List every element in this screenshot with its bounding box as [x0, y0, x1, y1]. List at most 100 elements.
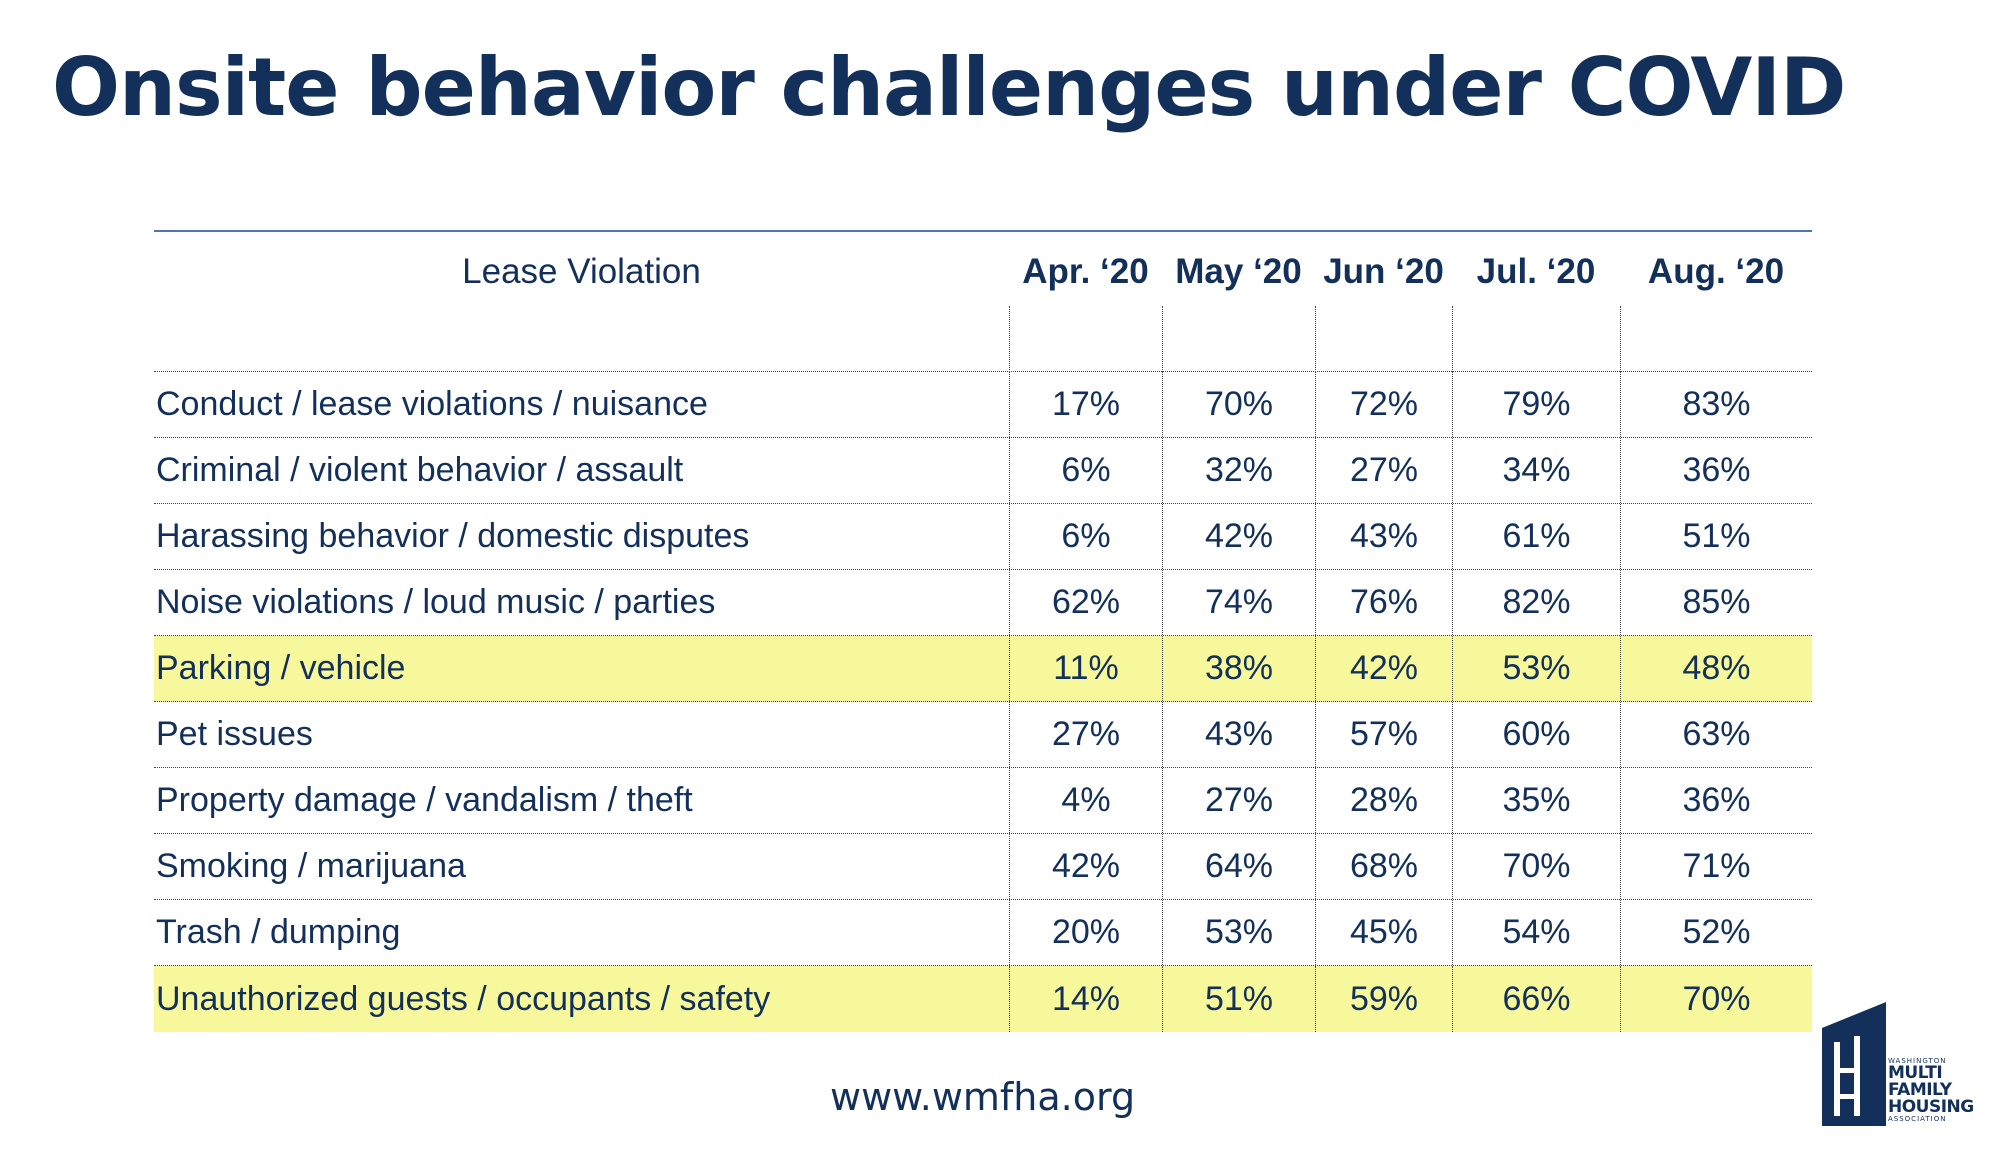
table-row: Property damage / vandalism / theft 4% 27%… — [154, 768, 1812, 834]
wmfha-logo: WASHINGTON MULTI FAMILY HOUSING ASSOCIAT… — [1822, 998, 1982, 1128]
header-month: Jun ‘20 — [1315, 232, 1452, 372]
divider — [1162, 306, 1163, 372]
cell-value: 4% — [1009, 768, 1162, 833]
cell-value: 52% — [1620, 900, 1812, 965]
cell-value: 6% — [1009, 438, 1162, 503]
month-label: Aug. ‘20 — [1647, 252, 1785, 291]
logo-line: ASSOCIATION — [1888, 1115, 1947, 1123]
cell-value: 38% — [1162, 636, 1315, 701]
cell-value: 14% — [1009, 966, 1162, 1032]
table-row-highlighted: Unauthorized guests / occupants / safety… — [154, 966, 1812, 1032]
logo-text: WASHINGTON MULTI FAMILY HOUSING ASSOCIAT… — [1888, 1058, 1974, 1123]
month-label: Apr. ‘20 — [1022, 252, 1149, 291]
header-month: Apr. ‘20 — [1009, 232, 1162, 372]
cell-value: 28% — [1315, 768, 1452, 833]
cell-value: 74% — [1162, 570, 1315, 635]
cell-value: 61% — [1452, 504, 1620, 569]
cell-value: 20% — [1009, 900, 1162, 965]
cell-value: 27% — [1162, 768, 1315, 833]
cell-value: 34% — [1452, 438, 1620, 503]
row-label: Parking / vehicle — [156, 649, 406, 687]
header-month: Aug. ‘20 — [1620, 232, 1812, 372]
cell-value: 17% — [1009, 372, 1162, 437]
header-month: May ‘20 — [1162, 232, 1315, 372]
table-row: Smoking / marijuana 42% 64% 68% 70% 71% — [154, 834, 1812, 900]
cell-value: 70% — [1452, 834, 1620, 899]
cell-value: 79% — [1452, 372, 1620, 437]
cell-value: 51% — [1620, 504, 1812, 569]
cell-value: 27% — [1315, 438, 1452, 503]
cell-value: 11% — [1009, 636, 1162, 701]
building-icon — [1822, 1002, 1886, 1126]
cell-value: 82% — [1452, 570, 1620, 635]
header-lease-violation: Lease Violation — [154, 232, 1009, 372]
header-month: Jul. ‘20 — [1452, 232, 1620, 372]
row-label: Harassing behavior / domestic disputes — [156, 517, 750, 555]
cell-value: 32% — [1162, 438, 1315, 503]
cell-value: 6% — [1009, 504, 1162, 569]
divider — [1452, 306, 1453, 372]
month-label: Jun ‘20 — [1323, 252, 1444, 291]
website-url: www.wmfha.org — [830, 1075, 1136, 1119]
cell-value: 43% — [1162, 702, 1315, 767]
cell-value: 60% — [1452, 702, 1620, 767]
cell-value: 36% — [1620, 768, 1812, 833]
cell-value: 76% — [1315, 570, 1452, 635]
cell-value: 53% — [1162, 900, 1315, 965]
cell-value: 51% — [1162, 966, 1315, 1032]
logo-line: MULTI — [1888, 1063, 1943, 1083]
divider — [1620, 306, 1621, 372]
divider — [1315, 306, 1316, 372]
cell-value: 42% — [1009, 834, 1162, 899]
table-row: Trash / dumping 20% 53% 45% 54% 52% — [154, 900, 1812, 966]
cell-value: 68% — [1315, 834, 1452, 899]
table-row: Harassing behavior / domestic disputes 6%… — [154, 504, 1812, 570]
cell-value: 63% — [1620, 702, 1812, 767]
cell-value: 27% — [1009, 702, 1162, 767]
table-row: Criminal / violent behavior / assault 6% 3… — [154, 438, 1812, 504]
cell-value: 48% — [1620, 636, 1812, 701]
row-label: Criminal / violent behavior / assault — [156, 451, 684, 489]
cell-value: 35% — [1452, 768, 1620, 833]
cell-value: 54% — [1452, 900, 1620, 965]
cell-value: 36% — [1620, 438, 1812, 503]
cell-value: 53% — [1452, 636, 1620, 701]
logo-line: WASHINGTON — [1888, 1057, 1947, 1065]
divider — [1009, 306, 1010, 372]
cell-value: 70% — [1162, 372, 1315, 437]
row-label: Unauthorized guests / occupants / safety — [156, 979, 771, 1018]
table-header: Lease Violation Apr. ‘20 May ‘20 Jun ‘20… — [154, 232, 1812, 372]
logo-line: FAMILY — [1888, 1080, 1952, 1100]
cell-value: 42% — [1162, 504, 1315, 569]
cell-value: 64% — [1162, 834, 1315, 899]
cell-value: 85% — [1620, 570, 1812, 635]
cell-value: 43% — [1315, 504, 1452, 569]
logo-line: HOUSING — [1888, 1097, 1974, 1117]
row-label: Pet issues — [156, 715, 313, 753]
table-row: Conduct / lease violations / nuisance 17%… — [154, 372, 1812, 438]
header-rule — [154, 371, 1812, 372]
table-row: Noise violations / loud music / parties 6… — [154, 570, 1812, 636]
row-label: Property damage / vandalism / theft — [156, 781, 693, 819]
header-label: Lease Violation — [462, 252, 701, 291]
month-label: Jul. ‘20 — [1476, 252, 1596, 291]
cell-value: 57% — [1315, 702, 1452, 767]
cell-value: 66% — [1452, 966, 1620, 1032]
cell-value: 59% — [1315, 966, 1452, 1032]
cell-value: 45% — [1315, 900, 1452, 965]
cell-value: 42% — [1315, 636, 1452, 701]
cell-value: 71% — [1620, 834, 1812, 899]
cell-value: 83% — [1620, 372, 1812, 437]
table-row: Pet issues 27% 43% 57% 60% 63% — [154, 702, 1812, 768]
lease-violation-table: Lease Violation Apr. ‘20 May ‘20 Jun ‘20… — [154, 230, 1812, 1032]
row-label: Smoking / marijuana — [156, 847, 466, 885]
page-title: Onsite behavior challenges under COVID — [52, 41, 1846, 134]
row-label: Trash / dumping — [156, 913, 401, 951]
table-row-highlighted: Parking / vehicle 11% 38% 42% 53% 48% — [154, 636, 1812, 702]
row-label: Noise violations / loud music / parties — [156, 583, 716, 621]
table-top-rule — [154, 230, 1812, 232]
cell-value: 62% — [1009, 570, 1162, 635]
cell-value: 72% — [1315, 372, 1452, 437]
cell-value: 70% — [1620, 966, 1812, 1032]
month-label: May ‘20 — [1175, 252, 1302, 291]
